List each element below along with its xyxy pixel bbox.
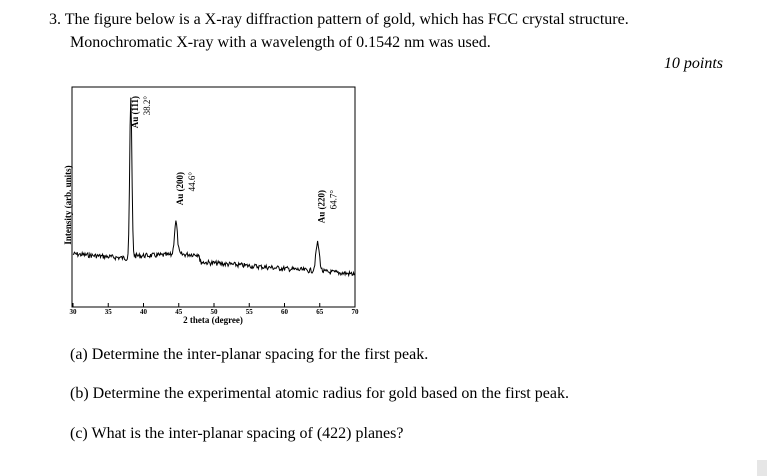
question-line-1: 3. The figure below is a X-ray diffracti… (49, 11, 629, 28)
x-tick-label: 30 (70, 308, 78, 316)
y-axis-label: Intensity (arb. units) (63, 165, 73, 244)
peak-label: Au (220) (317, 190, 327, 223)
x-tick-label: 55 (246, 308, 254, 316)
peak-label-group: Au (220) 64.7° (317, 190, 339, 224)
peak-label: Au (111) (130, 96, 140, 128)
subquestion-a: (a) Determine the inter-planar spacing f… (70, 346, 429, 363)
x-tick-label: 60 (281, 308, 289, 316)
subquestion-c: (c) What is the inter-planar spacing of … (70, 425, 404, 442)
x-axis-label: 2 theta (degree) (183, 315, 243, 325)
scroll-corner[interactable] (757, 460, 767, 476)
diffraction-pattern-line (72, 97, 355, 278)
x-tick-label: 45 (175, 308, 183, 316)
peak-label: Au (200) (175, 172, 185, 205)
peak-angle: 64.7° (329, 190, 339, 210)
peak-labels: Au (111) 38.2° Au (200) 44.6° Au (220) 64.7° (130, 96, 339, 224)
points-label: 10 points (663, 55, 723, 72)
peak-label-group: Au (111) 38.2° (130, 96, 152, 129)
x-tick-label: 70 (352, 308, 360, 316)
x-tick-label: 65 (316, 308, 324, 316)
x-tick-label: 50 (211, 308, 219, 316)
peak-angle: 44.6° (187, 172, 197, 192)
subquestion-b: (b) Determine the experimental atomic ra… (70, 385, 569, 402)
x-ticks: 30 35 40 45 50 55 60 65 70 (70, 303, 360, 316)
question-line-2: Monochromatic X-ray with a wavelength of… (70, 34, 491, 51)
x-tick-label: 40 (140, 308, 148, 316)
peak-label-group: Au (200) 44.6° (175, 172, 197, 206)
x-tick-label: 35 (105, 308, 113, 316)
peak-angle: 38.2° (142, 96, 152, 116)
plot-frame (71, 86, 356, 308)
